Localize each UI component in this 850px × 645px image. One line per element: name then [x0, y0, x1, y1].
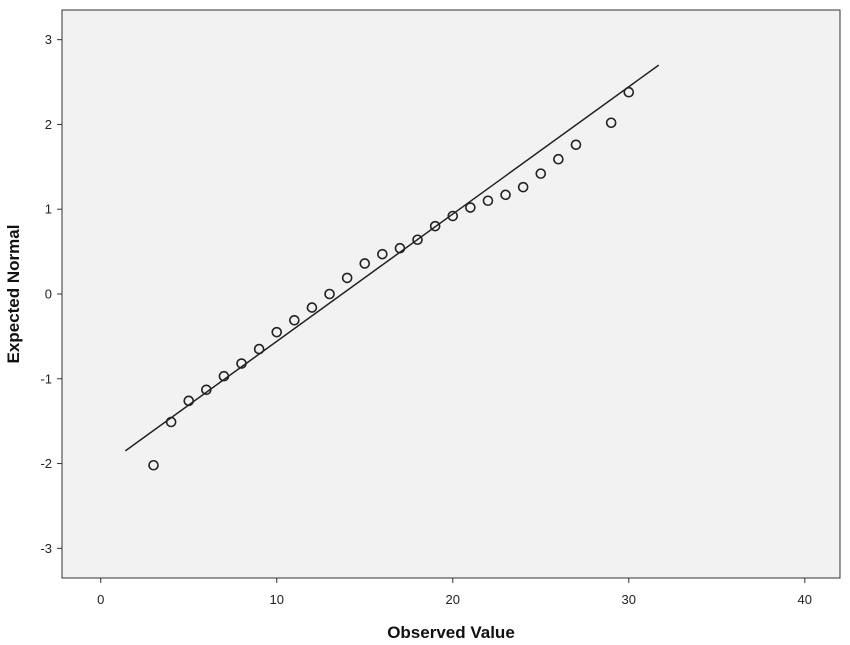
x-tick-label: 0 — [97, 592, 104, 607]
x-tick-label: 40 — [798, 592, 812, 607]
data-point — [447, 210, 459, 222]
y-tick-label: -3 — [40, 541, 52, 556]
y-tick-label: 2 — [45, 117, 52, 132]
data-point — [412, 234, 423, 246]
y-axis-title: Expected Normal — [4, 225, 23, 364]
data-point — [517, 181, 529, 193]
data-point — [271, 326, 283, 338]
y-tick-label: 0 — [45, 287, 52, 302]
data-point — [236, 358, 247, 369]
x-tick-label: 20 — [446, 592, 460, 607]
data-point — [482, 195, 494, 207]
y-tick-label: -1 — [40, 371, 52, 386]
data-point — [341, 272, 353, 284]
data-point — [377, 248, 388, 260]
x-tick-label: 10 — [270, 592, 284, 607]
data-point — [429, 220, 441, 232]
y-tick-label: -2 — [40, 456, 52, 471]
data-point — [570, 139, 582, 151]
data-point — [359, 258, 371, 269]
data-point — [183, 395, 195, 407]
data-point — [201, 384, 212, 396]
data-point — [253, 343, 265, 355]
data-point — [306, 302, 318, 313]
data-point — [324, 288, 335, 300]
data-point — [500, 189, 511, 201]
data-point — [394, 242, 406, 254]
data-point — [535, 168, 547, 179]
axis-tick-labels: 0 10 20 30 40 -3 -2 -1 0 1 2 3 — [40, 32, 812, 607]
data-point — [605, 117, 617, 129]
data-point — [553, 153, 564, 165]
data-point — [165, 416, 177, 428]
data-point — [465, 202, 476, 213]
data-point — [218, 370, 230, 382]
x-tick-label: 30 — [622, 592, 636, 607]
axis-ticks — [57, 39, 806, 583]
data-points — [148, 86, 635, 471]
data-point — [148, 459, 159, 471]
x-axis-title: Observed Value — [387, 623, 515, 642]
plot-area — [61, 9, 841, 579]
data-point — [289, 314, 300, 326]
reference-line — [124, 64, 660, 452]
data-point — [623, 86, 635, 98]
y-tick-label: 1 — [45, 202, 52, 217]
y-tick-label: 3 — [45, 32, 52, 47]
